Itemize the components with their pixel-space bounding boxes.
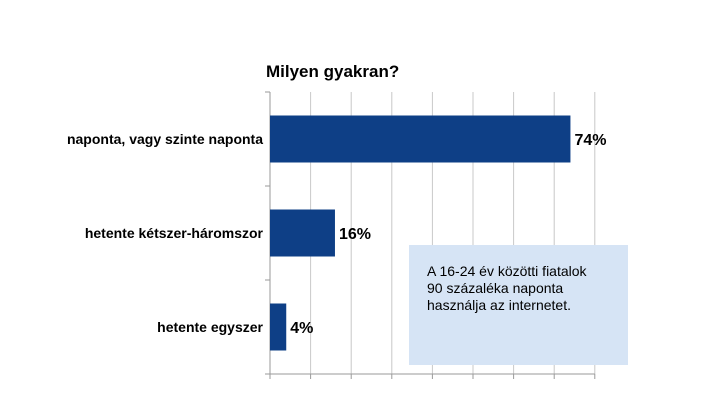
value-label: 74%: [574, 132, 606, 149]
bars: [270, 115, 571, 351]
category-label: hetente egyszer: [157, 319, 263, 335]
category-label: naponta, vagy szinte naponta: [67, 131, 263, 147]
value-label: 16%: [339, 226, 371, 243]
bar: [270, 209, 335, 257]
chart-title: Milyen gyakran?: [266, 62, 399, 81]
category-label: hetente kétszer-háromszor: [85, 225, 264, 241]
labels: naponta, vagy szinte naponta 74% hetente k…: [67, 131, 607, 337]
annotation-box: A 16-24 év közötti fiatalok 90 százaléka…: [409, 245, 628, 365]
bar: [270, 303, 287, 351]
value-label: 4%: [290, 320, 313, 337]
bar: [270, 115, 571, 163]
